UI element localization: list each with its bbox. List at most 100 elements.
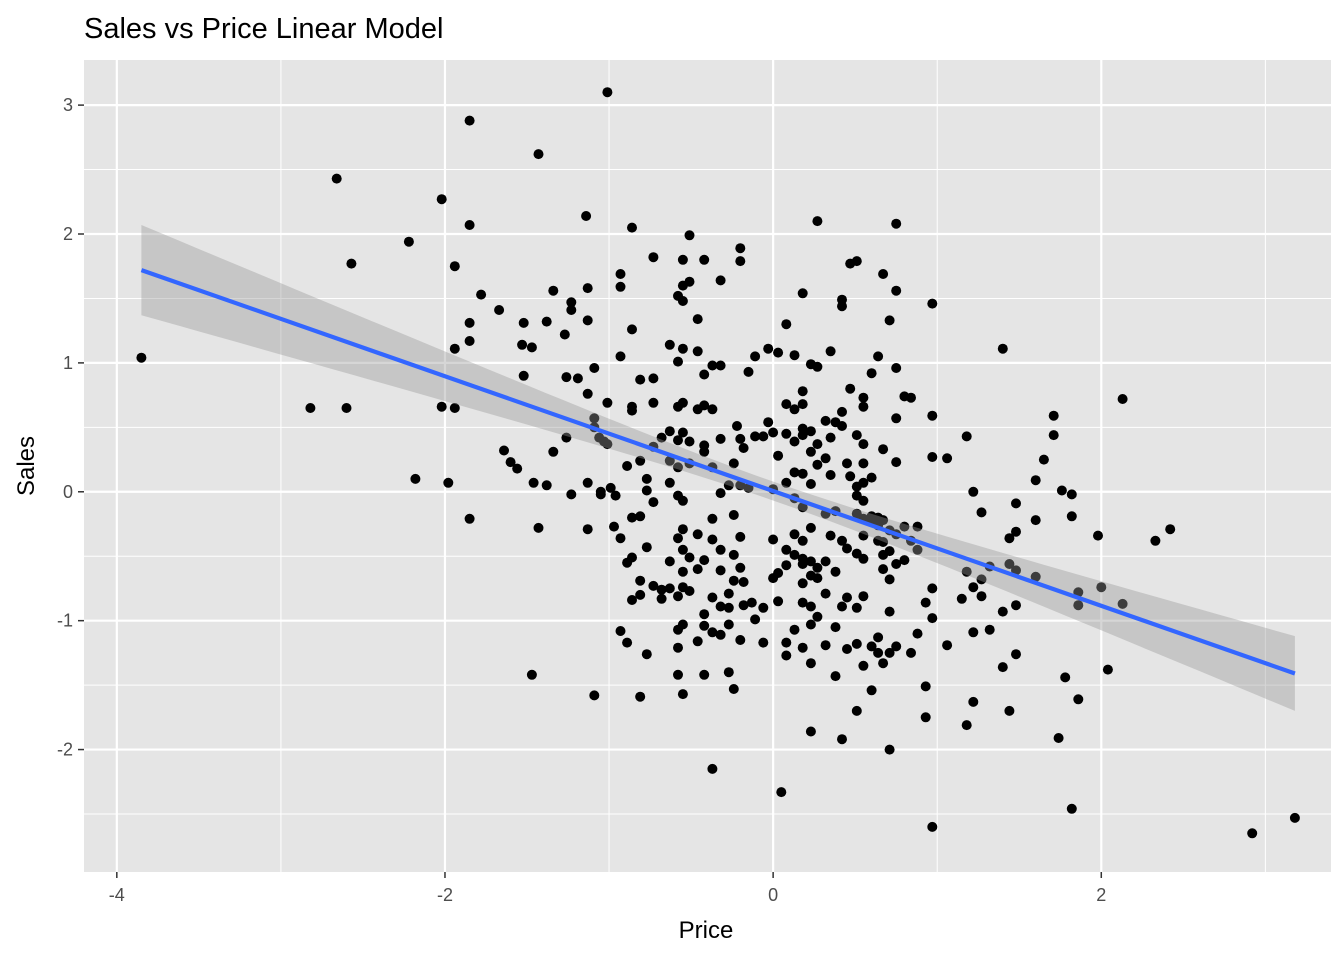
data-point [1093,530,1103,541]
data-point [781,399,792,410]
data-point [878,564,889,575]
data-point [656,432,667,443]
data-point [464,317,475,328]
y-tick-label: 1 [63,353,73,373]
data-point [976,574,987,585]
data-point [589,413,600,424]
data-point [797,502,808,513]
data-point [851,256,862,267]
data-point [664,477,675,488]
data-point [528,477,539,488]
data-point [820,415,831,426]
data-point [738,600,749,611]
data-point [1011,649,1021,660]
data-point [920,681,931,692]
data-point [789,529,800,540]
data-point [707,360,718,371]
data-point [684,586,695,596]
data-point [582,388,593,399]
data-point [812,562,823,573]
data-point [476,289,487,300]
data-point [1048,410,1059,421]
data-point [842,592,852,603]
data-point [797,559,808,569]
data-point [912,544,923,555]
data-point [776,787,787,798]
data-point [837,535,847,546]
data-point [1011,600,1021,611]
data-point [735,531,746,542]
data-point [899,555,910,566]
data-point [1117,394,1128,404]
data-point [805,426,816,437]
data-point [464,220,475,230]
data-point [773,450,784,461]
data-point [866,685,877,696]
data-point [797,430,808,441]
data-point [684,436,695,447]
data-point [641,473,652,484]
data-point [891,285,902,296]
data-point [738,577,749,587]
data-point [656,584,667,595]
data-point [920,712,931,723]
data-point [464,115,475,126]
data-point [968,486,979,497]
data-point [449,261,460,272]
data-point [656,593,667,604]
data-point [820,588,831,599]
data-point [526,669,537,680]
data-point [773,596,784,607]
data-point [609,521,619,532]
data-point [884,606,895,617]
data-point [781,650,792,661]
data-point [825,470,836,480]
data-point [884,744,895,755]
data-point [746,597,757,608]
data-point [589,363,600,373]
data-point [858,553,869,564]
data-point [635,691,646,702]
data-point [723,667,734,678]
data-point [976,591,987,602]
data-point [673,356,683,367]
data-point [692,346,703,357]
data-point [677,427,688,438]
data-point [595,489,606,500]
data-point [851,705,862,716]
data-point [912,628,923,639]
data-point [692,314,703,325]
data-point [673,533,683,544]
data-point [728,575,739,586]
data-point [673,642,683,653]
data-point [830,671,841,682]
data-point [723,619,734,630]
data-point [622,637,633,648]
data-point [997,343,1008,354]
data-point [331,173,342,184]
data-point [906,647,916,658]
data-point [738,443,749,453]
data-point [735,433,746,444]
data-point [548,446,559,457]
data-point [1056,485,1067,496]
data-point [566,305,577,315]
data-point [512,463,523,474]
data-point [768,427,779,438]
data-point [842,458,852,469]
data-point [789,624,800,635]
data-point [927,298,938,309]
data-point [692,564,703,575]
data-point [805,601,816,612]
data-point [797,535,808,546]
data-point [561,372,572,383]
x-tick-label: 0 [768,885,778,905]
data-point [505,457,516,468]
data-point [635,511,646,522]
data-point [1150,535,1161,546]
data-point [812,216,823,227]
regression-line [140,268,1296,676]
data-point [920,597,931,608]
data-point [789,404,800,415]
